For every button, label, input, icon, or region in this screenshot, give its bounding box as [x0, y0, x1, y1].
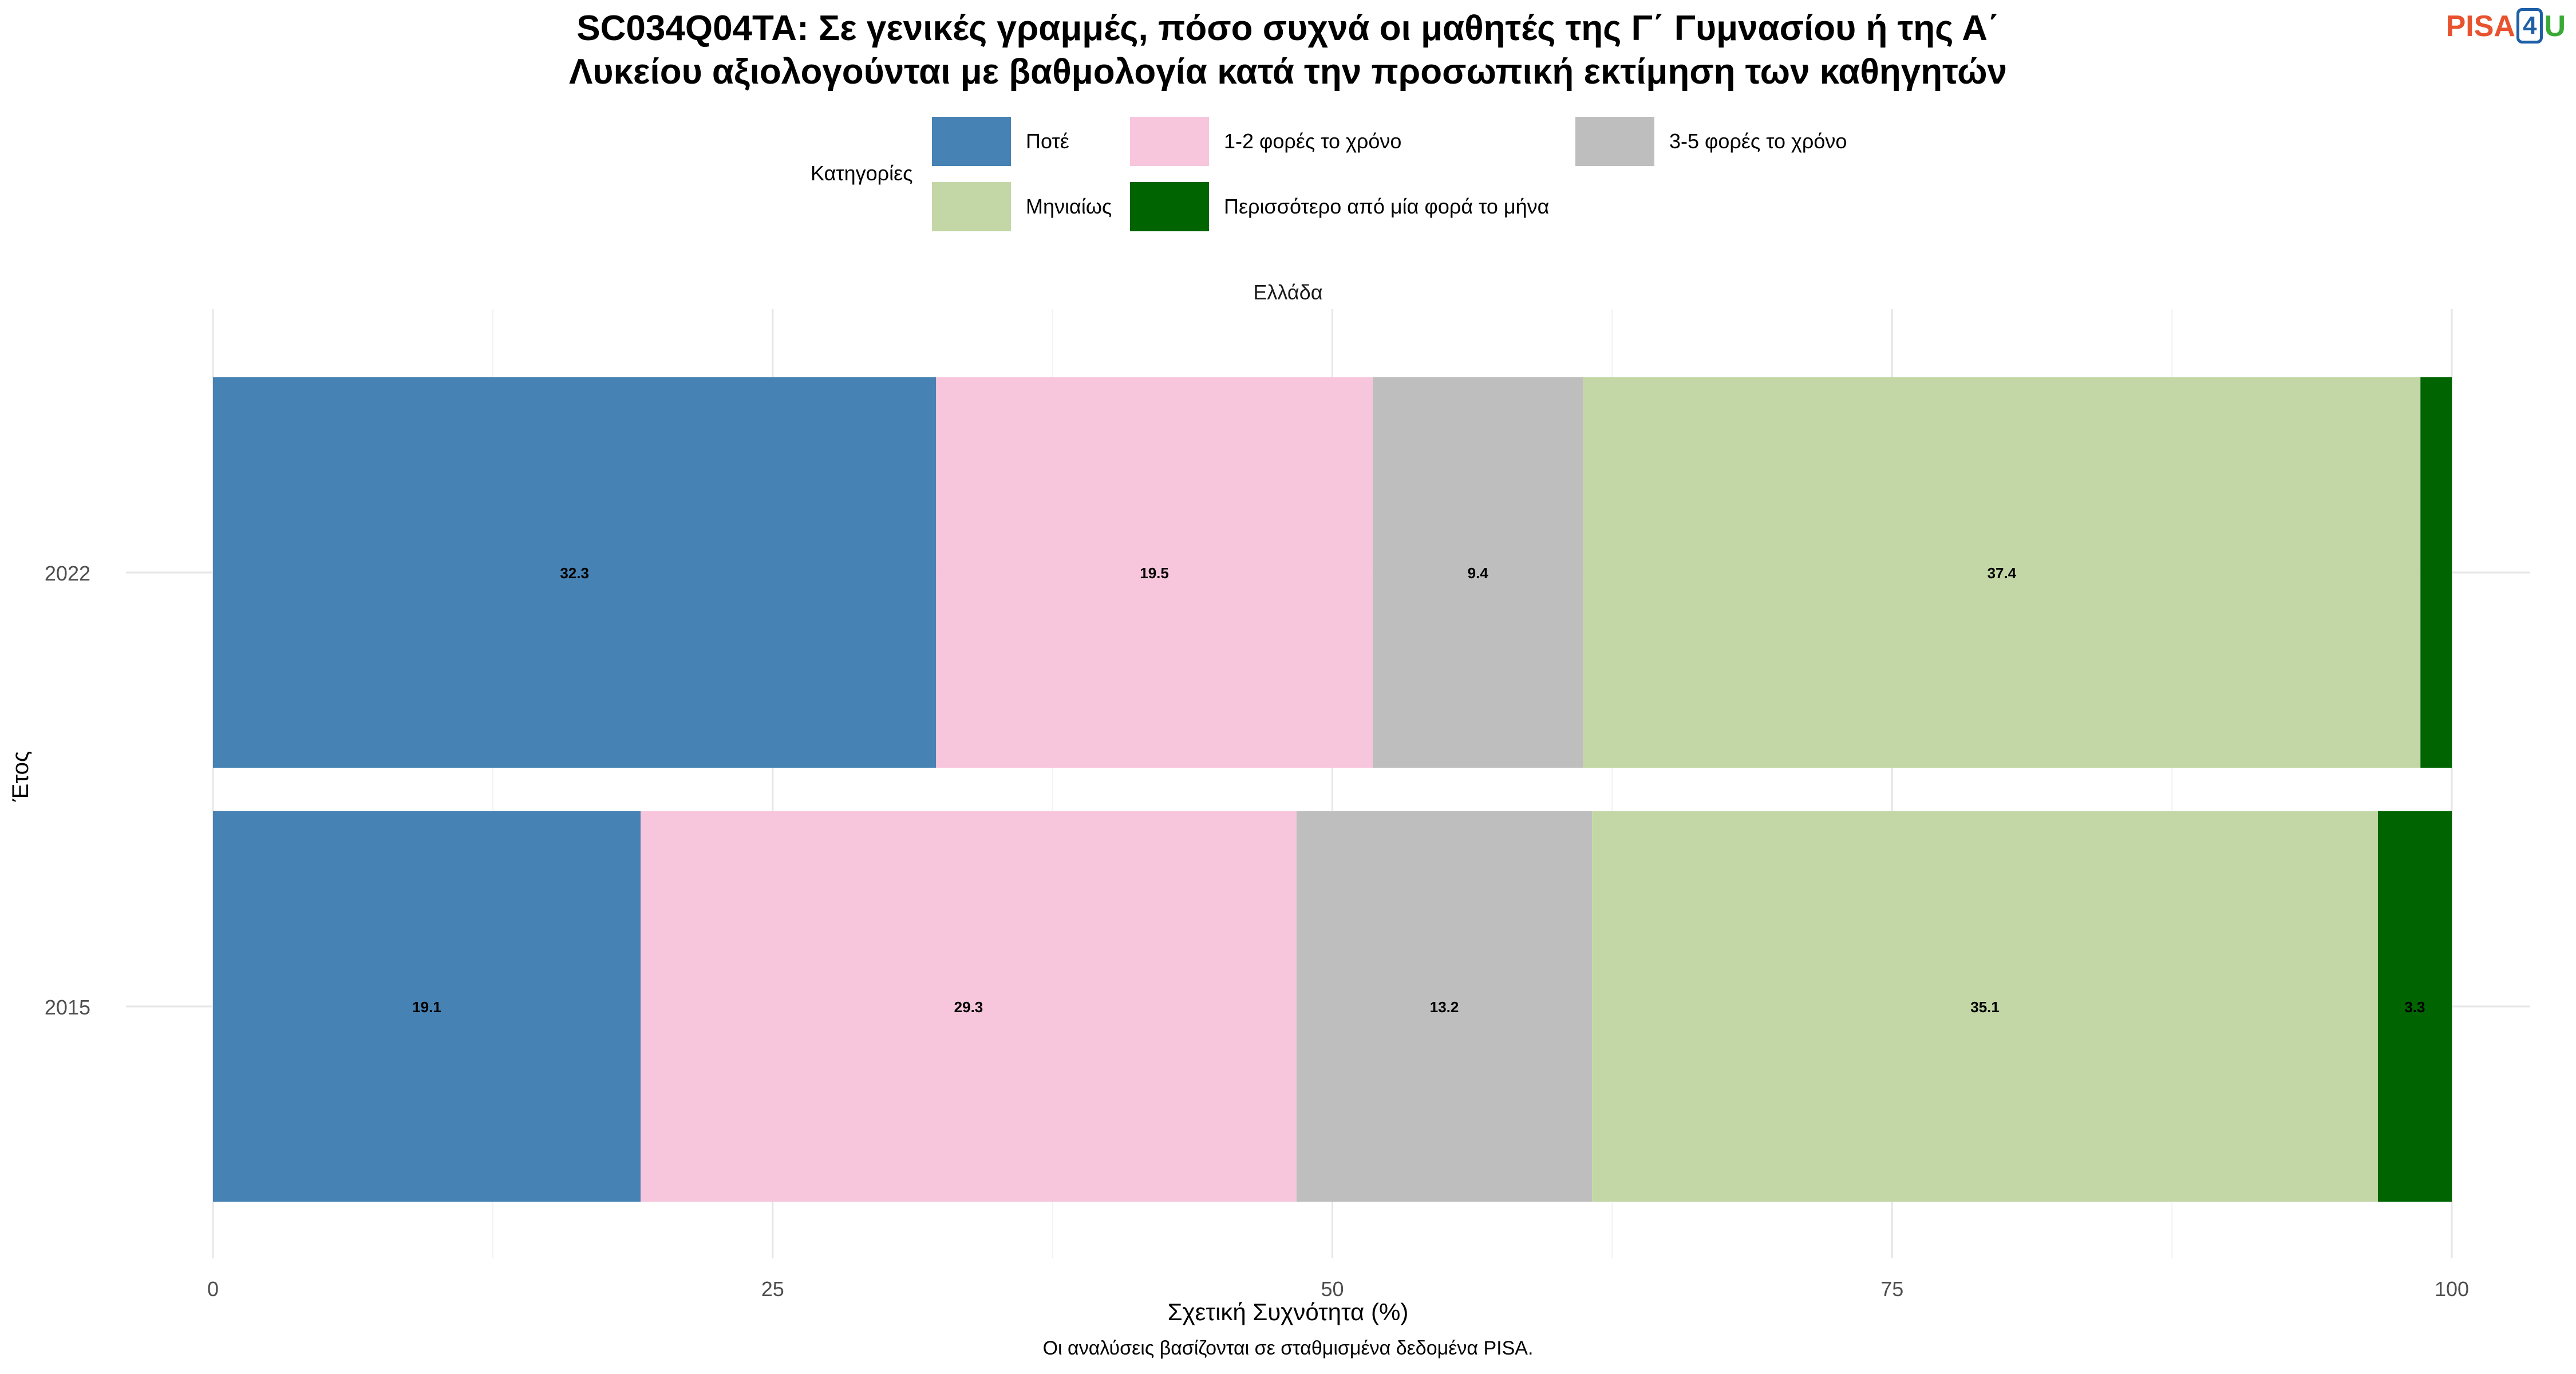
legend-item-1-2-year: 1-2 φορές το χρόνο — [1130, 117, 1401, 166]
caption: Οι αναλύσεις βασίζονται σε σταθμισμένα δ… — [1042, 1337, 1534, 1359]
data-label: 32.3 — [560, 564, 589, 582]
legend-label-1-2-year: 1-2 φορές το χρόνο — [1224, 129, 1402, 153]
legend-swatch-3-5-year — [1575, 117, 1654, 166]
legend-swatch-1-2-year — [1130, 117, 1209, 166]
bar-segment — [1296, 811, 1593, 1202]
facet-label: Ελλάδα — [1253, 281, 1323, 304]
data-label: 13.2 — [1430, 998, 1459, 1016]
x-tick-label: 50 — [1321, 1277, 1344, 1301]
legend-label-3-5-year: 3-5 φορές το χρόνο — [1669, 129, 1847, 153]
chart-title: SC034Q04TA: Σε γενικές γραμμές, πόσο συχ… — [0, 7, 2576, 94]
chart-title-line2: Λυκείου αξιολογούνται με βαθμολογία κατά… — [569, 52, 2007, 92]
bar-segment — [936, 377, 1373, 768]
y-tick-label: 2022 — [45, 562, 90, 585]
legend-item-3-5-year: 3-5 φορές το χρόνο — [1575, 117, 1847, 166]
legend-item-more-than-monthly: Περισσότερο από μία φορά το μήνα — [1130, 182, 1549, 231]
data-label: 35.1 — [1970, 998, 2000, 1016]
stacked-bar-chart: 32.3 19.5 9.4 37.4 2022 19.1 29.3 13.2 35.1 3.3 20… — [45, 309, 2530, 1301]
pisa4u-logo: PISA 4 U — [2446, 8, 2566, 44]
data-label: 19.5 — [1140, 564, 1169, 582]
logo-pisa-text: PISA — [2445, 10, 2515, 43]
chart-title-line1: SC034Q04TA: Σε γενικές γραμμές, πόσο συχ… — [576, 9, 2000, 48]
legend-swatch-more-than-monthly — [1130, 182, 1209, 231]
data-label: 37.4 — [1988, 564, 2017, 582]
bar-segment — [2420, 377, 2452, 768]
x-tick-label: 0 — [207, 1277, 219, 1301]
logo-four-text: 4 — [2516, 8, 2543, 44]
bar-segment — [641, 811, 1297, 1202]
data-label: 19.1 — [412, 998, 441, 1016]
data-label: 3.3 — [2404, 998, 2425, 1016]
x-tick-label: 75 — [1880, 1277, 1903, 1301]
y-tick-label: 2015 — [45, 996, 90, 1019]
legend-label-never: Ποτέ — [1026, 129, 1069, 153]
legend-label-monthly: Μηνιαίως — [1026, 195, 1112, 218]
data-label: 9.4 — [1468, 564, 1489, 582]
x-tick-label: 25 — [761, 1277, 784, 1301]
legend-item-never: Ποτέ — [932, 117, 1069, 166]
data-label: 29.3 — [954, 998, 983, 1016]
logo-u-text: U — [2544, 10, 2566, 43]
bar-segment — [2377, 811, 2452, 1202]
x-tick-label: 100 — [2435, 1277, 2469, 1301]
legend-swatch-monthly — [932, 182, 1011, 231]
bar-segment — [1372, 377, 1583, 768]
bar-segment — [213, 811, 641, 1202]
bar-segment — [213, 377, 937, 768]
bar-segment — [1583, 377, 2421, 768]
bar-segment — [1592, 811, 2378, 1202]
legend-item-monthly: Μηνιαίως — [932, 182, 1112, 231]
legend-title: Κατηγορίες — [811, 161, 913, 185]
x-axis-label: Σχετική Συχνότητα (%) — [1167, 1298, 1409, 1325]
y-axis-label: Έτος — [8, 751, 33, 802]
legend-swatch-never — [932, 117, 1011, 166]
legend-label-more-than-monthly: Περισσότερο από μία φορά το μήνα — [1224, 195, 1550, 218]
